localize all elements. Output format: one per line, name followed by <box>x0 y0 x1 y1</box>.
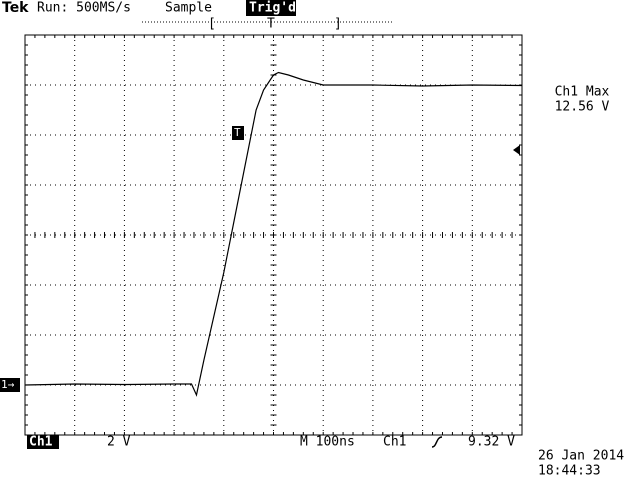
date: 26 Jan 2014 <box>538 449 624 464</box>
timebase: M 100ns <box>300 435 355 450</box>
trigger-marker: T <box>234 126 241 139</box>
volts-per-div: 2 V <box>107 435 131 450</box>
measure-value: 12.56 V <box>555 100 610 115</box>
trigger-status: Trig'd <box>249 1 296 16</box>
trigger-source: Ch1 <box>383 435 406 450</box>
trigger-position: T <box>267 17 275 32</box>
slope-icon <box>431 436 443 448</box>
waveform <box>24 71 523 397</box>
channel-box <box>27 435 59 449</box>
channel-marker: 1→ <box>1 378 15 391</box>
bracket: [ <box>208 17 216 32</box>
trigger-level-arrow <box>513 145 520 155</box>
bracket: ] <box>334 17 342 32</box>
footer-channel: Ch1 <box>29 435 53 450</box>
graticule <box>24 34 523 436</box>
trigger-marker-box <box>232 126 244 140</box>
mode: Sample <box>165 1 212 16</box>
channel-marker-box <box>0 378 20 392</box>
acquisition: Run: 500MS/s <box>37 1 131 16</box>
trigger-level: 9.32 V <box>468 435 515 450</box>
trig-status-box <box>246 0 296 16</box>
time: 18:44:33 <box>538 464 601 479</box>
measure-label: Ch1 Max <box>555 85 610 100</box>
brand: Tek <box>2 0 29 16</box>
